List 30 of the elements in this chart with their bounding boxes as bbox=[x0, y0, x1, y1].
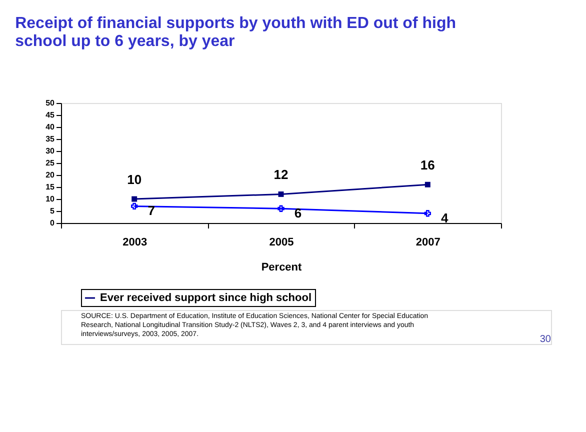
point bbox=[424, 210, 432, 217]
y-tick-label: 50 bbox=[46, 98, 56, 108]
data-label: 6 bbox=[294, 206, 302, 221]
y-tick-label: 45 bbox=[46, 110, 56, 120]
text: 30 bbox=[540, 334, 552, 345]
chart-title: Receipt of financial supports by youth with ED out of high school up to 6 years, by year bbox=[15, 15, 456, 50]
y-tick-label: 35 bbox=[46, 134, 56, 144]
data-label: 12 bbox=[274, 167, 288, 182]
x-tick-label: 2003 bbox=[122, 236, 148, 248]
y-tick-label: 10 bbox=[46, 194, 56, 204]
point bbox=[130, 202, 138, 210]
y-tick-label: 15 bbox=[46, 182, 56, 192]
point bbox=[132, 196, 138, 202]
data-label: 10 bbox=[127, 172, 142, 187]
legend-label: Ever received support since high school bbox=[100, 292, 312, 304]
y-tick-label: 30 bbox=[46, 146, 56, 156]
x-axis-title: Percent bbox=[261, 262, 302, 274]
y-tick-label: 20 bbox=[46, 170, 56, 180]
point bbox=[424, 182, 430, 188]
y-tick-label: 5 bbox=[50, 206, 56, 216]
y-tick-label: 0 bbox=[50, 218, 56, 228]
data-label: 4 bbox=[441, 210, 450, 226]
point bbox=[278, 191, 284, 197]
data-label: 16 bbox=[420, 158, 435, 173]
y-tick-label: 40 bbox=[46, 122, 56, 132]
x-tick-label: 2007 bbox=[416, 236, 440, 248]
data-label: 7 bbox=[148, 203, 155, 218]
y-tick-label: 25 bbox=[46, 158, 56, 168]
x-tick-label: 2005 bbox=[269, 236, 294, 248]
point bbox=[278, 205, 284, 212]
